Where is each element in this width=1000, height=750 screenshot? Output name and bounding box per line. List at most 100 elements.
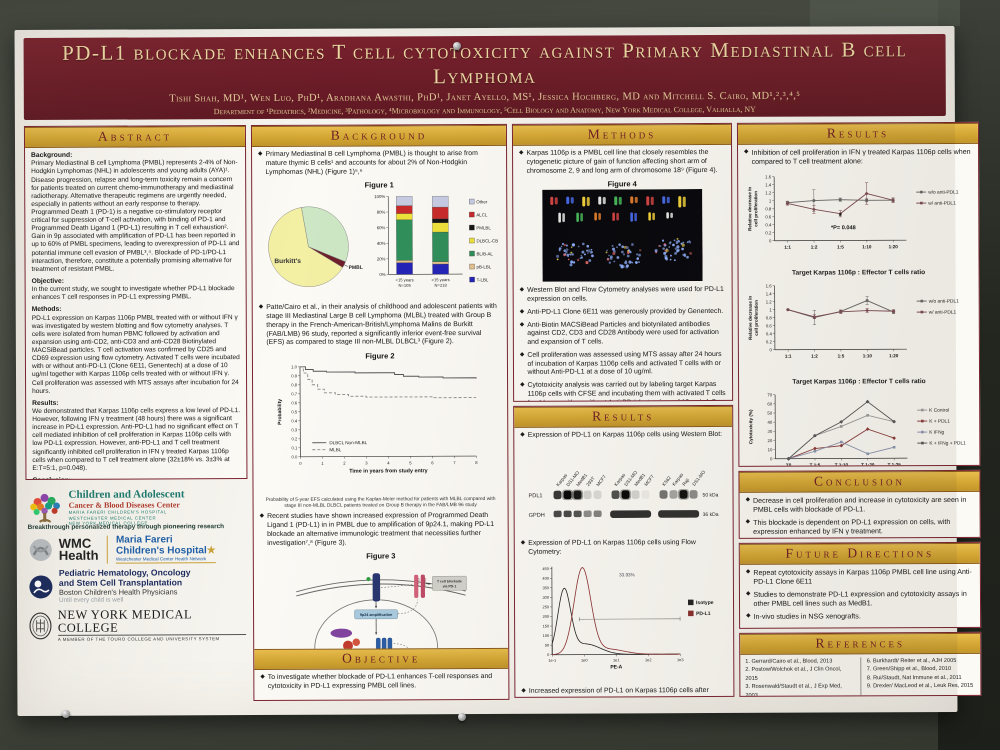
phost-tagline: Until every child is well [58, 596, 124, 605]
methods-bullet-5: Cell proliferation was assessed using MT… [527, 350, 722, 377]
svg-text:0.2: 0.2 [766, 339, 773, 344]
svg-text:w/ anti-PDL1: w/ anti-PDL1 [929, 310, 957, 316]
wmc-health-icon [29, 539, 52, 562]
svg-text:T 1:25: T 1:25 [888, 462, 902, 466]
svg-text:1e1: 1e1 [613, 658, 620, 663]
svg-text:0: 0 [547, 652, 550, 657]
svg-text:Relative decrease in: Relative decrease in [748, 296, 753, 340]
results-mid-heading: Results [514, 405, 733, 428]
reference-item: 3. Rosenwald/Staudt et al., J Exp Med, 2… [745, 683, 842, 697]
svg-text:0.3: 0.3 [291, 427, 298, 432]
bullet-icon: ◆ [260, 674, 265, 681]
svg-text:PE-A: PE-A [610, 665, 622, 671]
svg-text:100%: 100% [374, 194, 385, 199]
bullet-icon: ◆ [520, 539, 526, 546]
svg-text:0.8: 0.8 [291, 382, 298, 387]
future-bullet-3: In-vivo studies in NSG xenografts. [753, 612, 861, 621]
svg-text:>15 years: >15 years [432, 277, 450, 282]
svg-text:0%: 0% [379, 272, 385, 277]
svg-text:1.2: 1.2 [765, 190, 772, 195]
objective-heading: Objective [254, 648, 509, 671]
methods-bullet-6: Cytotoxicity analysis was carried out by… [527, 381, 726, 401]
svg-text:0.0: 0.0 [292, 454, 299, 459]
abstract-conclusion-label: Conclusion: [32, 477, 71, 479]
svg-text:0.4: 0.4 [765, 222, 772, 227]
push-pin [62, 710, 70, 718]
svg-text:ALCL: ALCL [476, 213, 488, 218]
nymc-name: NEW YORK MEDICAL COLLEGE [57, 607, 192, 635]
svg-text:1:10: 1:10 [862, 244, 872, 249]
results-mid-bullet-3: Increased expression of PD-L1 on Karpas … [528, 687, 709, 697]
poster: PD-L1 blockade enhances T cell cytotoxic… [14, 25, 982, 717]
children-cancer-center-name: Children and Adolescent [68, 488, 185, 501]
methods-bullet-2: Western Blot and Flow Cytometry analyses… [527, 286, 724, 303]
svg-text:150: 150 [542, 624, 549, 629]
methods-section: Methods ◆ Karpas 1106p is a PMBL cell li… [511, 122, 734, 402]
svg-text:N=105: N=105 [399, 283, 412, 288]
svg-text:PD-L2: PD-L2 [423, 578, 427, 586]
bullet-icon: ◆ [745, 496, 751, 503]
western-blot-panel: Karpas DS1-MO MedB1 293T MCF7 Karpas DS1-MO Med… [520, 444, 726, 538]
svg-text:Cytotoxicity (%): Cytotoxicity (%) [748, 409, 753, 444]
figure-3-signaling-diagram: 9p24 amplificationRepressedchromatinActi… [260, 561, 503, 650]
svg-text:1.6: 1.6 [766, 283, 773, 288]
wall-highlight [810, 0, 960, 26]
svg-text:0.8: 0.8 [766, 315, 773, 320]
methods-heading: Methods [512, 123, 732, 146]
svg-text:50: 50 [544, 643, 549, 648]
bullet-icon: ◆ [519, 321, 525, 328]
results-right-bullet-1: Inhibition of cell proliferation in IFN … [751, 147, 971, 166]
svg-text:K Control: K Control [929, 408, 949, 414]
bullet-icon: ◆ [744, 148, 749, 155]
svg-text:DLBCL-CB: DLBCL-CB [476, 239, 498, 244]
svg-text:K + PDL1: K + PDL1 [929, 419, 950, 425]
svg-text:0.2: 0.2 [765, 230, 772, 235]
pediatric-hematology-icon [29, 575, 53, 599]
svg-text:1:20: 1:20 [889, 353, 899, 358]
bullet-icon: ◆ [745, 568, 751, 575]
svg-text:450: 450 [542, 566, 549, 571]
svg-text:Other: Other [476, 200, 488, 205]
proliferation-line-chart-1: 0 0.2 0.4 0.6 0.8 1 1.2 1.4 1.6 1:1 1:2 1:5 1:10 1:20… [744, 170, 972, 270]
figure2-caption: Probability of 5-year EFS calculated usi… [265, 497, 496, 510]
poster-affiliations: Department of ¹Pediatrics, ²Medicine, ³P… [213, 104, 756, 117]
svg-text:60: 60 [767, 401, 772, 406]
svg-text:DS1-MO: DS1-MO [691, 469, 706, 487]
results-mid-bullet-2: Expression of PD-L1 on Karpas 1106p cell… [528, 538, 696, 556]
future-directions-section: Future Directions ◆ Repeat cytotoxicity … [738, 541, 982, 629]
svg-text:1:2: 1:2 [811, 354, 818, 359]
future-body: ◆ Repeat cytotoxicity assays in Karpas 1… [740, 564, 980, 628]
svg-text:1.0: 1.0 [291, 364, 298, 369]
figure2-label: Figure 2 [365, 351, 395, 361]
svg-text:3: 3 [365, 461, 368, 466]
svg-text:1: 1 [321, 461, 324, 466]
svg-text:K + IFNg + PDL1: K + IFNg + PDL1 [929, 441, 966, 447]
figure3-label: Figure 3 [366, 551, 396, 561]
methods-bullet-3: Anti-PD-L1 Clone 6E11 was generously pro… [527, 307, 724, 316]
svg-text:via PD-1: via PD-1 [443, 585, 457, 589]
svg-text:*P= 0.048: *P= 0.048 [831, 225, 856, 231]
bullet-icon: ◆ [519, 351, 525, 358]
svg-text:50 kDa: 50 kDa [703, 492, 719, 498]
bullet-icon: ◆ [520, 382, 525, 389]
svg-text:cell proliferation: cell proliferation [753, 191, 758, 227]
children-cancer-center-tree-icon [30, 494, 60, 523]
svg-text:1.6: 1.6 [765, 174, 772, 179]
poster-title: PD-L1 blockade enhances T cell cytotoxic… [62, 37, 908, 89]
svg-text:1e2: 1e2 [645, 658, 652, 663]
svg-text:PMLBL: PMLBL [476, 226, 491, 231]
svg-text:0: 0 [299, 461, 302, 466]
bullet-icon: ◆ [746, 612, 751, 619]
results-mid-body: ◆ Expression of PD-L1 on Karpas 1106p ce… [514, 427, 733, 697]
svg-text:350: 350 [542, 586, 549, 591]
svg-text:DLBCL Non-MLBL: DLBCL Non-MLBL [329, 440, 367, 445]
background-bullet-1: Primary Mediastinal B cell Lymphoma (PMB… [265, 150, 478, 176]
svg-text:T 1:5: T 1:5 [810, 463, 821, 466]
chart2-x-title: Target Karpas 1106p : Effector T cells r… [792, 378, 926, 386]
chart1-x-title: Target Karpas 1106p : Effector T cells r… [791, 269, 926, 277]
wmc-network-line: Westchester Medical Center Health Networ… [116, 556, 216, 564]
figure-4-karyotype-image [519, 189, 725, 287]
svg-text:1.4: 1.4 [766, 291, 773, 296]
results-right-heading: Results [737, 122, 979, 145]
bullet-icon: ◆ [521, 688, 526, 695]
